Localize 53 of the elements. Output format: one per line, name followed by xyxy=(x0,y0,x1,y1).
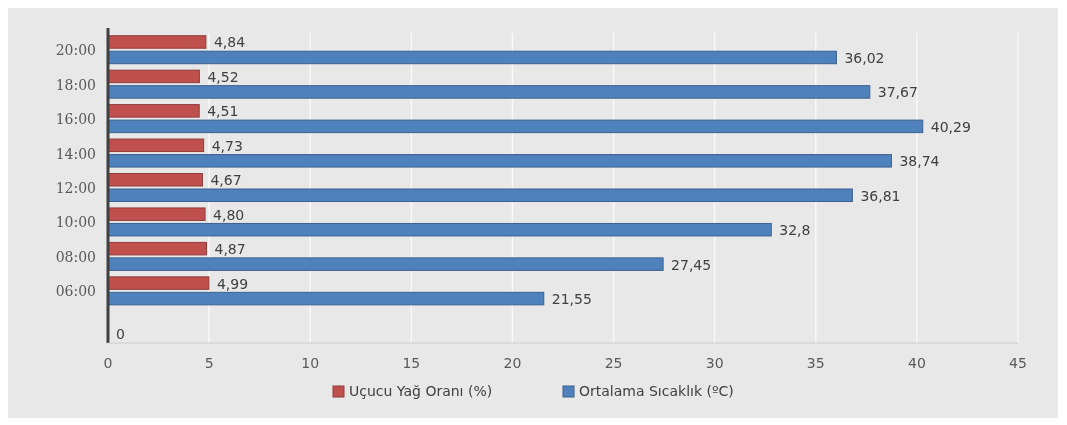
data-label: 4,80 xyxy=(213,206,245,223)
data-label: 4,87 xyxy=(214,241,246,258)
data-label: 36,81 xyxy=(860,187,901,204)
data-label: 38,74 xyxy=(899,153,940,170)
legend-label: Ortalama Sıcaklık (ºC) xyxy=(579,383,734,399)
legend-label: Uçucu Yağ Oranı (%) xyxy=(349,383,493,399)
data-label: 4,84 xyxy=(213,34,246,51)
data-label: 4,52 xyxy=(207,68,239,85)
y-tick-label: 16:00 xyxy=(55,111,96,128)
data-label: 4,99 xyxy=(216,275,249,292)
x-tick-label: 30 xyxy=(705,355,724,371)
bar xyxy=(107,276,210,290)
bar xyxy=(107,291,545,306)
x-tick-label: 45 xyxy=(1009,355,1027,371)
data-label: 37,67 xyxy=(877,84,918,101)
bar xyxy=(107,85,871,99)
y-tick-label: 12:00 xyxy=(55,180,96,196)
x-tick-label: 40 xyxy=(907,355,926,371)
data-label: 32,8 xyxy=(779,222,811,239)
y-tick-label: 20:00 xyxy=(55,42,96,59)
bar xyxy=(107,173,203,187)
bar xyxy=(107,50,837,65)
bar xyxy=(107,207,206,221)
bar xyxy=(107,188,853,202)
bar xyxy=(107,104,200,118)
data-label: 40,29 xyxy=(930,118,971,135)
y-tick-label: 10:00 xyxy=(55,214,96,231)
data-label: 21,55 xyxy=(551,291,592,308)
data-label: 27,45 xyxy=(671,256,712,273)
y-tick-label: 18:00 xyxy=(55,76,96,93)
bar xyxy=(107,35,207,49)
bar xyxy=(107,138,205,153)
x-tick-label: 20 xyxy=(503,355,522,371)
y-tick-label: 08:00 xyxy=(55,248,96,265)
x-tick-label: 25 xyxy=(604,355,623,371)
bar xyxy=(107,154,892,168)
y-tick-label: 14:00 xyxy=(55,145,96,162)
data-label: 0 xyxy=(116,325,125,342)
data-label: 36,02 xyxy=(844,49,885,66)
bar xyxy=(107,257,664,271)
y-tick-label: 06:00 xyxy=(55,283,96,300)
bar xyxy=(107,119,924,134)
x-tick-label: 0 xyxy=(103,355,113,371)
data-label: 4,51 xyxy=(207,103,239,120)
x-tick-label: 15 xyxy=(402,355,421,371)
bar xyxy=(107,222,772,237)
data-label: 4,73 xyxy=(211,137,243,154)
x-tick-label: 10 xyxy=(301,355,320,371)
x-tick-label: 5 xyxy=(204,355,214,371)
bar xyxy=(107,241,207,256)
data-label: 4,67 xyxy=(210,172,242,189)
bar xyxy=(107,69,200,84)
x-tick-label: 35 xyxy=(806,355,825,371)
